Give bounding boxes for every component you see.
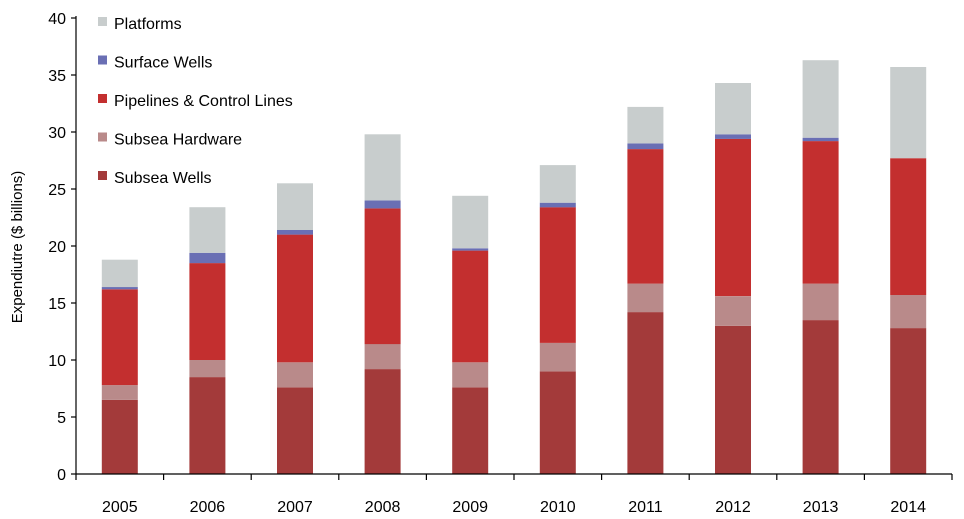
bar-segment-subsea-hardware-2007 — [277, 362, 313, 387]
bar-segment-pipelines-control-lines-2009 — [452, 251, 488, 363]
bar-segment-surface-wells-2010 — [540, 203, 576, 208]
x-tick-label: 2012 — [715, 499, 751, 516]
bar-segment-subsea-hardware-2014 — [890, 295, 926, 328]
bar-segment-surface-wells-2007 — [277, 230, 313, 235]
bar-segment-surface-wells-2008 — [365, 200, 401, 208]
bar-segment-subsea-hardware-2006 — [189, 360, 225, 377]
legend: Platforms Surface Wells Pipelines & Contro… — [98, 16, 293, 187]
bar-segment-subsea-hardware-2012 — [715, 296, 751, 326]
bar-segment-pipelines-control-lines-2010 — [540, 207, 576, 343]
bar-segment-platforms-2009 — [452, 196, 488, 248]
x-tick-label: 2008 — [365, 499, 401, 516]
y-tick-label: 10 — [48, 353, 66, 370]
bar-segment-subsea-wells-2011 — [627, 312, 663, 474]
legend-label-pipelines-control-lines: Pipelines & Control Lines — [114, 93, 293, 110]
legend-swatch-platforms — [98, 17, 107, 26]
bar-segment-platforms-2014 — [890, 67, 926, 158]
legend-swatch-surface-wells — [98, 56, 107, 65]
y-tick-label: 35 — [48, 68, 66, 85]
x-tick-label: 2010 — [540, 499, 576, 516]
bar-segment-subsea-wells-2007 — [277, 387, 313, 474]
legend-swatch-pipelines-control-lines — [98, 94, 107, 103]
bar-segment-pipelines-control-lines-2008 — [365, 208, 401, 344]
bar-segment-platforms-2008 — [365, 134, 401, 200]
bar-segment-pipelines-control-lines-2006 — [189, 263, 225, 360]
bar-segment-platforms-2010 — [540, 165, 576, 203]
bar-segment-subsea-wells-2005 — [102, 400, 138, 474]
y-tick-label: 30 — [48, 125, 66, 142]
bar-segment-subsea-hardware-2010 — [540, 343, 576, 372]
y-tick-label: 25 — [48, 182, 66, 199]
bar-segment-subsea-wells-2008 — [365, 369, 401, 474]
bar-segment-subsea-hardware-2011 — [627, 284, 663, 313]
bar-segment-pipelines-control-lines-2005 — [102, 289, 138, 385]
bar-segment-subsea-hardware-2009 — [452, 362, 488, 387]
x-tick-label: 2005 — [102, 499, 138, 516]
bar-segment-pipelines-control-lines-2014 — [890, 158, 926, 295]
bar-segment-subsea-wells-2012 — [715, 326, 751, 474]
bar-segment-platforms-2006 — [189, 207, 225, 253]
bar-segment-subsea-wells-2014 — [890, 328, 926, 474]
bar-segment-subsea-hardware-2013 — [803, 284, 839, 321]
y-tick-label: 20 — [48, 239, 66, 256]
bar-segment-platforms-2012 — [715, 83, 751, 134]
y-tick-label: 0 — [57, 467, 66, 484]
bar-segment-platforms-2013 — [803, 60, 839, 138]
bar-segment-pipelines-control-lines-2011 — [627, 149, 663, 284]
bar-segment-subsea-hardware-2008 — [365, 344, 401, 369]
bar-segment-pipelines-control-lines-2012 — [715, 139, 751, 296]
x-tick-label: 2007 — [277, 499, 313, 516]
bar-segment-subsea-wells-2010 — [540, 371, 576, 474]
x-tick-label: 2006 — [190, 499, 226, 516]
x-tick-label: 2014 — [890, 499, 926, 516]
bar-segment-surface-wells-2009 — [452, 248, 488, 250]
y-axis-title: Expendiutre ($ billions) — [9, 171, 26, 324]
bar-segment-surface-wells-2005 — [102, 287, 138, 289]
bar-segment-subsea-wells-2013 — [803, 320, 839, 474]
bar-segment-surface-wells-2006 — [189, 253, 225, 263]
y-tick-label: 5 — [57, 410, 66, 427]
bar-segment-pipelines-control-lines-2013 — [803, 141, 839, 284]
bar-segment-surface-wells-2013 — [803, 138, 839, 141]
bar-segment-subsea-hardware-2005 — [102, 385, 138, 400]
bars-layer — [102, 60, 926, 474]
bar-segment-platforms-2007 — [277, 183, 313, 230]
y-tick-label: 40 — [48, 11, 66, 28]
bar-segment-surface-wells-2011 — [627, 143, 663, 149]
legend-label-subsea-wells: Subsea Wells — [114, 170, 212, 187]
y-tick-label: 15 — [48, 296, 66, 313]
legend-label-platforms: Platforms — [114, 16, 182, 33]
legend-label-subsea-hardware: Subsea Hardware — [114, 132, 242, 149]
bar-segment-pipelines-control-lines-2007 — [277, 235, 313, 363]
bar-segment-platforms-2005 — [102, 260, 138, 287]
x-tick-label: 2013 — [803, 499, 839, 516]
bar-segment-subsea-wells-2009 — [452, 387, 488, 474]
legend-swatch-subsea-hardware — [98, 133, 107, 142]
bar-segment-surface-wells-2012 — [715, 134, 751, 139]
x-tick-label: 2011 — [628, 499, 663, 516]
x-tick-label: 2009 — [452, 499, 488, 516]
legend-swatch-subsea-wells — [98, 171, 107, 180]
bar-segment-platforms-2011 — [627, 107, 663, 143]
bar-segment-subsea-wells-2006 — [189, 377, 225, 474]
legend-label-surface-wells: Surface Wells — [114, 55, 212, 72]
